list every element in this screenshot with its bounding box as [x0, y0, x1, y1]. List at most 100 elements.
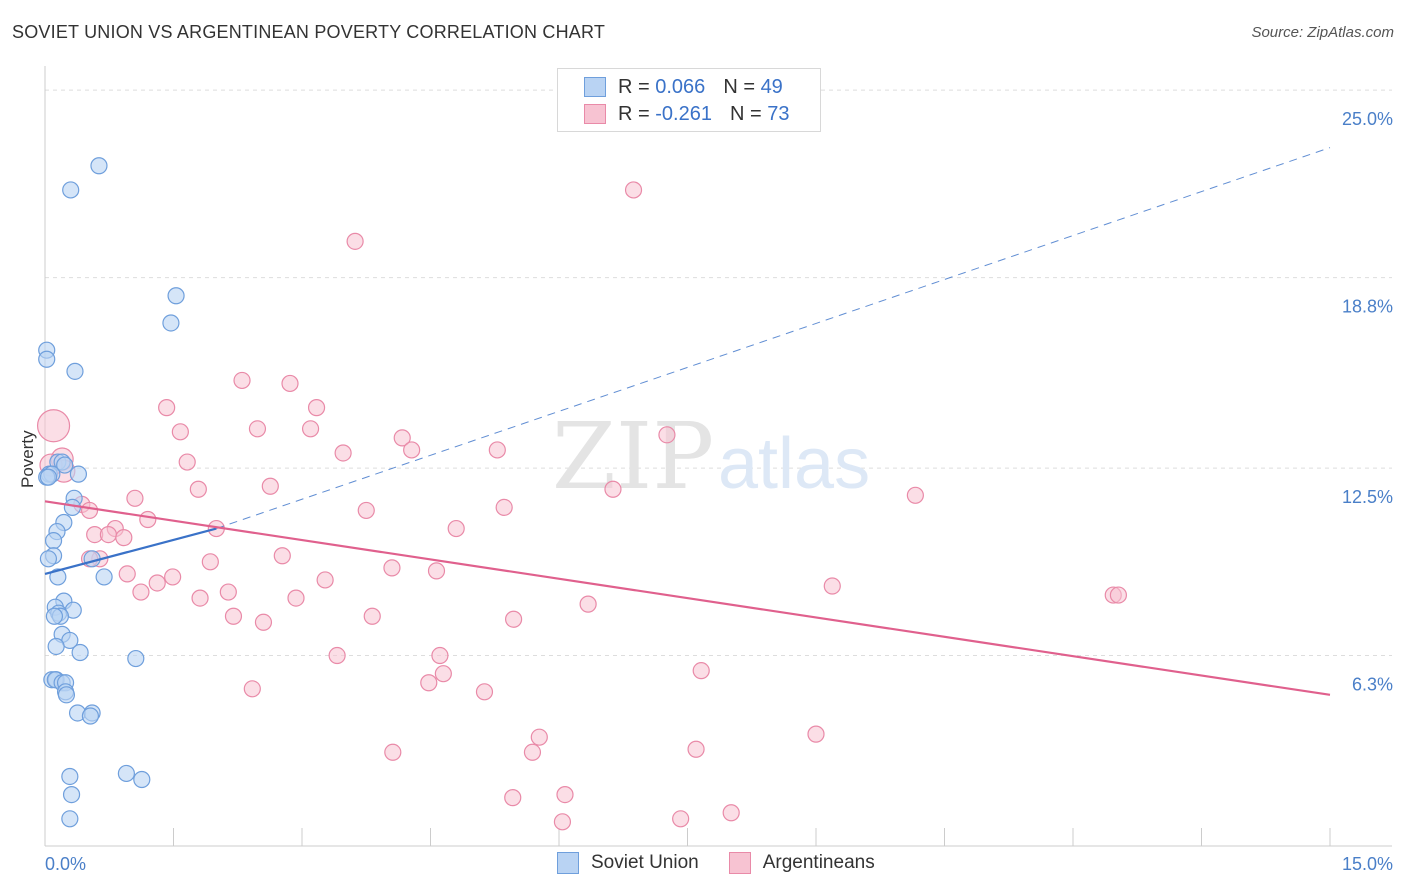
- y-axis-label: Poverty: [18, 430, 37, 488]
- argentineans-point: [171, 423, 189, 441]
- argentineans-point: [224, 607, 243, 625]
- y-tick-label: 12.5%: [1342, 487, 1393, 507]
- argentineans-point: [624, 181, 643, 199]
- soviet-union-trend-line: [44, 527, 217, 575]
- argentineans-point: [189, 480, 207, 498]
- argentineans-point: [427, 562, 446, 580]
- legend-row-argentineans: R = -0.261 N = 73: [584, 101, 789, 127]
- argentineans-point: [233, 371, 251, 390]
- soviet-union-swatch: [557, 852, 579, 874]
- chart-title: SOVIET UNION VS ARGENTINEAN POVERTY CORR…: [12, 22, 606, 42]
- argentineans-point: [523, 743, 542, 761]
- soviet-union-point: [62, 181, 80, 199]
- legend-label-soviet-union: Soviet Union: [591, 852, 699, 873]
- soviet-union-points: [38, 157, 185, 828]
- soviet-union-trend-extension: [216, 147, 1331, 530]
- soviet-union-point: [49, 568, 67, 586]
- argentineans-point: [115, 529, 133, 547]
- argentineans-point: [504, 789, 522, 807]
- soviet-union-point: [57, 686, 76, 704]
- argentineans-point: [99, 526, 117, 544]
- argentineans-point: [178, 453, 196, 471]
- soviet-union-point: [162, 314, 180, 332]
- argentineans-point: [692, 662, 710, 680]
- legend-item-argentineans[interactable]: Argentineans: [728, 852, 875, 874]
- y-tick-label: 18.8%: [1342, 297, 1393, 317]
- argentineans-point: [604, 480, 622, 498]
- legend-n-label: N =: [723, 75, 755, 98]
- argentineans-point: [383, 559, 401, 577]
- argentineans-point: [658, 426, 676, 444]
- argentineans-point: [273, 547, 291, 565]
- legend-r-label: R =: [618, 102, 650, 125]
- soviet-union-point: [71, 643, 89, 662]
- argentineans-point: [328, 646, 346, 665]
- soviet-union-point: [133, 770, 151, 789]
- soviet-union-point: [61, 810, 79, 828]
- argentineans-point: [307, 399, 326, 417]
- argentineans-point: [363, 607, 381, 625]
- argentineans-point: [201, 553, 219, 571]
- argentineans-point: [553, 813, 572, 831]
- argentineans-point: [420, 674, 438, 692]
- argentineans-point: [447, 519, 465, 538]
- argentineans-point: [495, 498, 513, 516]
- y-tick-label: 6.3%: [1352, 675, 1393, 695]
- argentineans-point: [434, 665, 452, 683]
- source-label: Source: ZipAtlas.com: [1251, 24, 1394, 41]
- argentineans-point: [823, 577, 841, 595]
- soviet-union-point: [95, 568, 113, 586]
- watermark: ZIP atlas: [552, 403, 870, 510]
- argentineans-point: [488, 441, 506, 459]
- argentineans-point: [346, 232, 364, 250]
- legend-n-label: N =: [729, 102, 762, 125]
- soviet-union-point: [61, 767, 79, 786]
- argentineans-point: [807, 725, 825, 743]
- argentineans-point: [687, 740, 705, 758]
- soviet-union-point: [117, 764, 135, 783]
- argentineans-point: [334, 444, 352, 462]
- argentineans-point: [475, 683, 494, 701]
- soviet-union-point: [45, 607, 64, 625]
- y-tick-label: 25.0%: [1342, 109, 1393, 129]
- soviet-union-point: [81, 707, 100, 725]
- argentineans-point: [556, 786, 574, 804]
- argentineans-point: [158, 399, 176, 417]
- argentineans-point: [403, 441, 421, 459]
- legend-item-soviet-union[interactable]: Soviet Union: [557, 852, 699, 874]
- argentineans-point: [384, 743, 402, 761]
- argentineans-swatch: [728, 852, 751, 874]
- argentineans-point: [722, 804, 740, 822]
- argentineans-point: [132, 583, 150, 601]
- argentineans-point: [126, 489, 144, 507]
- soviet-union-point: [62, 786, 81, 804]
- soviet-union-point: [83, 550, 101, 568]
- argentineans-point: [254, 613, 273, 631]
- argentineans-point: [139, 510, 157, 529]
- soviet-union-point: [69, 465, 88, 483]
- argentineans-point: [579, 595, 597, 613]
- legend-row-soviet-union: R = 0.066 N = 49: [584, 74, 783, 100]
- argentineans-point: [301, 420, 320, 438]
- legend-n-value: 49: [760, 75, 783, 98]
- argentineans-point: [1109, 586, 1128, 604]
- argentineans-point: [261, 477, 279, 495]
- argentineans-points: [36, 181, 1128, 831]
- argentineans-point: [191, 589, 209, 607]
- legend-r-value: -0.261: [655, 102, 712, 125]
- argentineans-point: [118, 565, 136, 583]
- argentineans-point: [148, 574, 166, 592]
- argentineans-point: [530, 728, 548, 746]
- x-tick-label: 0.0%: [45, 854, 86, 874]
- legend-r-value: 0.066: [655, 75, 706, 98]
- soviet-union-point: [167, 287, 185, 305]
- argentineans-point: [393, 429, 411, 447]
- argentineans-point: [431, 646, 449, 665]
- legend-label-argentineans: Argentineans: [762, 852, 875, 873]
- legend-r-label: R =: [618, 75, 650, 98]
- legend-n-value: 73: [767, 102, 790, 125]
- argentineans-point: [36, 409, 71, 443]
- argentineans-point: [672, 810, 690, 828]
- argentineans-point: [219, 583, 237, 601]
